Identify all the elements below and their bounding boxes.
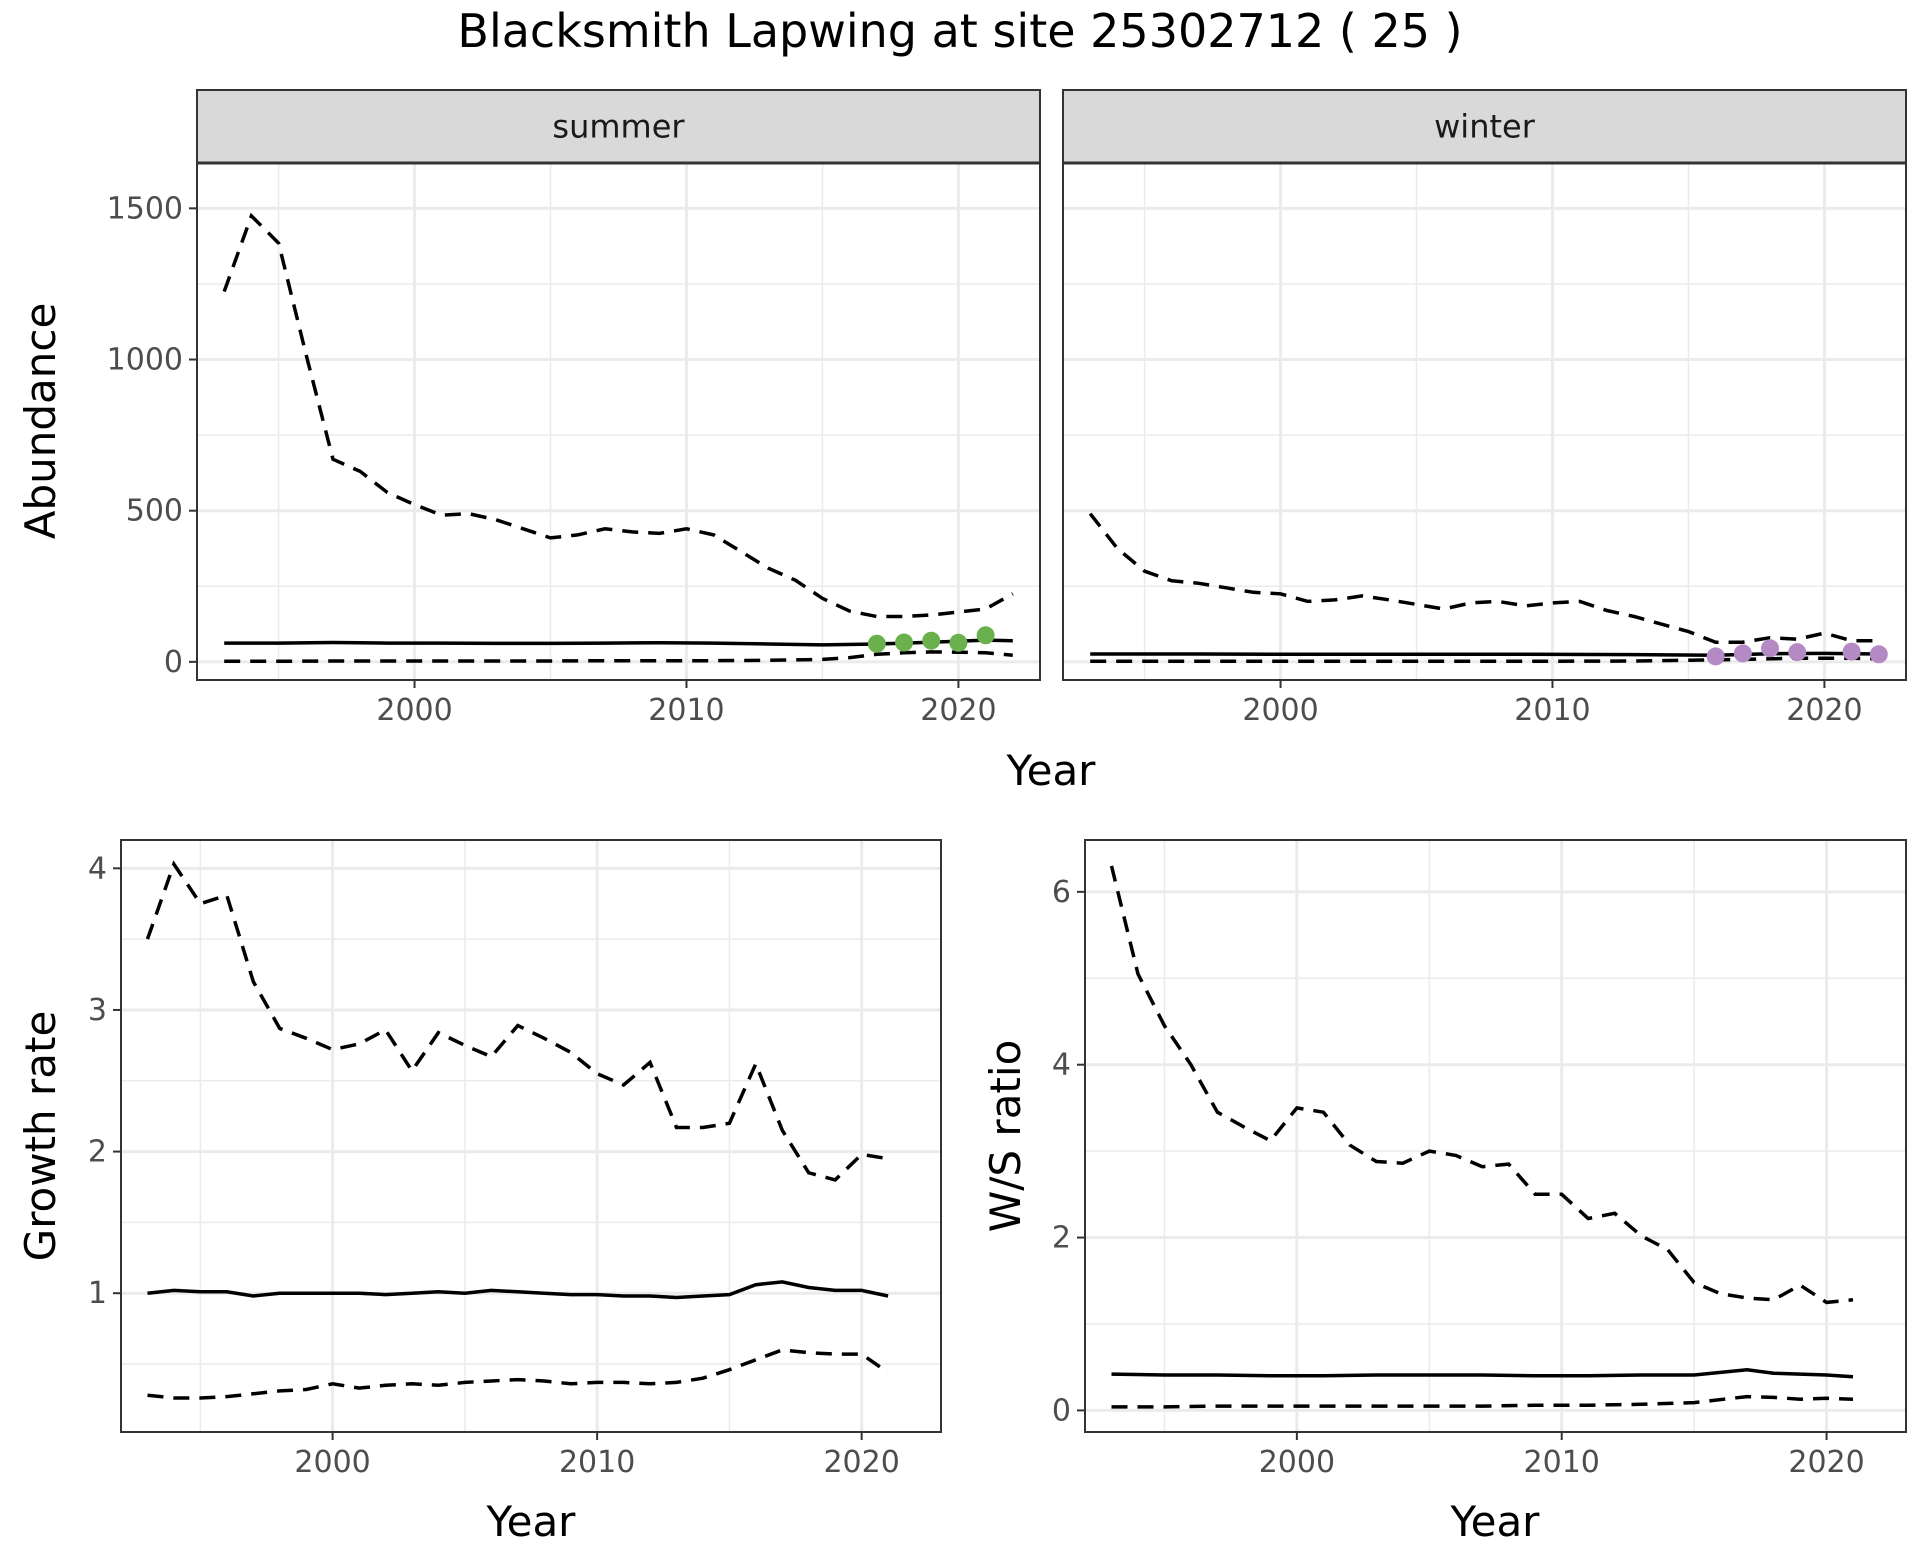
y-tick-label: 4	[88, 851, 107, 886]
series-lower-line	[224, 650, 1013, 664]
x-tick-label: 2010	[648, 693, 724, 728]
y-tick-label: 6	[1052, 875, 1071, 910]
observed-point	[1788, 643, 1807, 662]
panel-ws_ratio: 2000 2010 2020 0 2 4 6	[1052, 839, 1907, 1480]
facet-strip-label: summer	[552, 108, 685, 146]
x-axis-title-abundance: Year	[1006, 746, 1097, 795]
observed-point	[1869, 645, 1888, 664]
observed-point	[976, 626, 995, 645]
observed-point	[1706, 647, 1725, 666]
x-tick-label: 2020	[823, 1445, 899, 1480]
y-tick-label: 1000	[107, 343, 183, 378]
facet-strip-label: winter	[1434, 108, 1536, 146]
x-tick-label: 2000	[1259, 1445, 1335, 1480]
panel-border	[1084, 839, 1907, 1433]
y-tick-label: 2	[88, 1135, 107, 1170]
observed-point	[922, 631, 941, 650]
y-axis-title-ratio: W/S ratio	[981, 1040, 1030, 1233]
x-axis-title-growth: Year	[486, 1497, 577, 1546]
x-tick-label: 2000	[294, 1445, 370, 1480]
y-axis-title-growth: Growth rate	[16, 1011, 65, 1262]
panel-summer: summer 2000 2010 2020 0 500 1000 1500	[107, 89, 1041, 728]
x-tick-label: 2010	[1514, 693, 1590, 728]
y-tick-label: 0	[164, 645, 183, 680]
series-upper-line	[145, 860, 889, 1182]
y-axis-title-abundance: Abundance	[16, 303, 65, 540]
series-lower-line	[1111, 1394, 1854, 1409]
x-axis-title-ratio: Year	[1450, 1497, 1541, 1546]
observed-point	[1842, 642, 1861, 661]
observed-point	[1761, 639, 1780, 658]
series-estimate-line	[1090, 651, 1879, 657]
series-estimate-line	[147, 1280, 889, 1300]
x-tick-label: 2020	[1786, 693, 1862, 728]
x-tick-label: 2000	[376, 693, 452, 728]
panel-winter: winter 2000 2010 2020	[1062, 89, 1907, 728]
series-upper-line	[1088, 512, 1879, 644]
figure-title: Blacksmith Lapwing at site 25302712 ( 25…	[457, 4, 1462, 58]
facet-strip	[1062, 89, 1907, 164]
y-tick-label: 1500	[107, 191, 183, 226]
observed-point	[949, 633, 968, 652]
x-tick-label: 2010	[1524, 1445, 1600, 1480]
y-tick-label: 500	[126, 494, 183, 529]
x-tick-label: 2010	[559, 1445, 635, 1480]
panel-border	[120, 839, 942, 1433]
series-estimate-line	[224, 638, 1013, 647]
x-tick-label: 2020	[1788, 1445, 1864, 1480]
observed-point	[1733, 644, 1752, 663]
plot-root: summer 2000 2010 2020 0 500 1000 1500 winter 2000…	[16, 89, 1907, 1546]
observed-point	[867, 634, 886, 653]
series-lower-line	[147, 1348, 890, 1400]
y-tick-label: 0	[1052, 1393, 1071, 1428]
y-tick-label: 1	[88, 1276, 107, 1311]
series-upper-line	[1109, 865, 1854, 1305]
series-upper-line	[222, 212, 1014, 619]
observed-point	[895, 633, 914, 652]
panel-border	[196, 162, 1041, 681]
facet-strip	[196, 89, 1041, 164]
y-tick-label: 4	[1052, 1048, 1071, 1083]
panel-growth: 2000 2010 2020 1 2 3 4	[88, 839, 942, 1480]
x-tick-label: 2000	[1242, 693, 1318, 728]
x-tick-label: 2020	[920, 693, 996, 728]
y-tick-label: 3	[88, 993, 107, 1028]
series-estimate-line	[1111, 1368, 1854, 1379]
y-tick-label: 2	[1052, 1221, 1071, 1256]
